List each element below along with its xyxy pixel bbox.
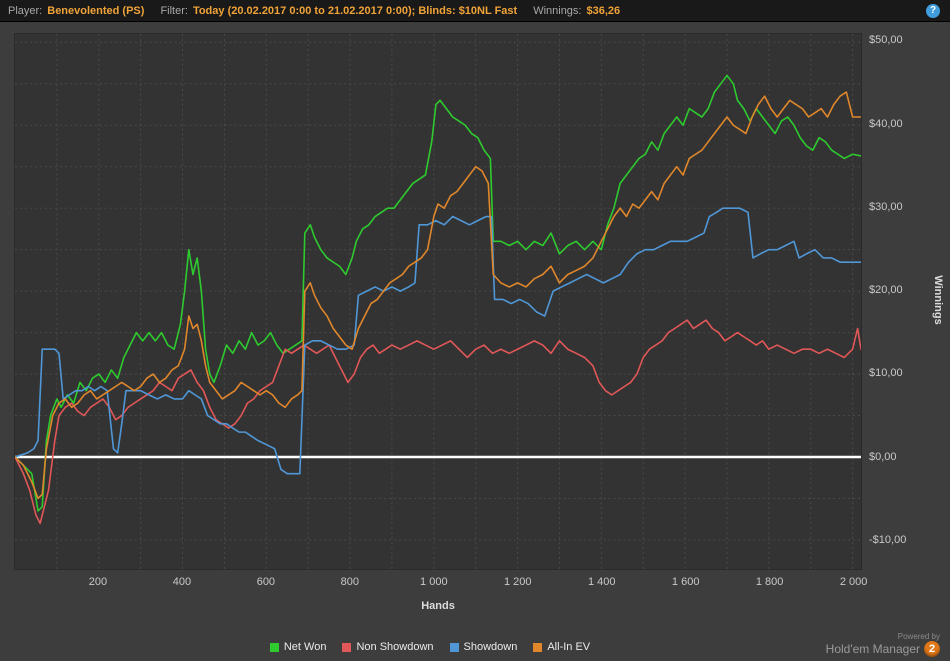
- winnings-label: Winnings:: [533, 4, 582, 17]
- help-icon[interactable]: ?: [926, 4, 940, 18]
- legend: Net Won Non Showdown Showdown All-In EV: [0, 641, 860, 653]
- x-tick-label: 800: [340, 576, 360, 588]
- y-tick-label: $30,00: [869, 200, 903, 213]
- legend-swatch-icon: [533, 642, 543, 652]
- y-tick-label: $40,00: [869, 117, 903, 130]
- x-tick-label: 200: [88, 576, 108, 588]
- winnings-value: $36,26: [586, 4, 621, 17]
- series-line-net-won: [15, 74, 861, 512]
- filter-label: Filter:: [160, 4, 188, 17]
- y-tick-label: $20,00: [869, 284, 903, 297]
- winnings-chart: Winnings Hands Net Won Non Showdown Showdo…: [0, 22, 950, 661]
- y-axis-title: Winnings: [932, 275, 944, 325]
- x-tick-label: 600: [256, 576, 276, 588]
- grid-lines: [15, 34, 861, 569]
- legend-swatch-icon: [269, 642, 279, 652]
- x-tick-label: 1 200: [503, 576, 532, 588]
- filter-bar: Player: Benevolented (PS) Filter: Today …: [0, 0, 950, 22]
- y-tick-label: $50,00: [869, 34, 903, 47]
- legend-swatch-icon: [449, 642, 459, 652]
- series-line-non-showdown: [15, 319, 861, 525]
- legend-label: All-In EV: [547, 641, 591, 653]
- y-tick-label: $10,00: [869, 367, 903, 380]
- x-tick-label: 1 400: [587, 576, 616, 588]
- series-line-all-in-ev: [15, 91, 861, 500]
- hm2-logo-icon: 2: [924, 641, 940, 657]
- legend-label: Non Showdown: [356, 641, 434, 653]
- legend-item-all-in-ev[interactable]: All-In EV: [533, 641, 590, 653]
- x-tick-label: 400: [172, 576, 192, 588]
- legend-item-showdown[interactable]: Showdown: [449, 641, 518, 653]
- legend-swatch-icon: [342, 642, 352, 652]
- legend-item-net-won[interactable]: Net Won: [269, 641, 327, 653]
- legend-label: Net Won: [283, 641, 327, 653]
- branding: Powered by Hold'em Manager 2: [826, 632, 940, 657]
- x-tick-label: 1 600: [671, 576, 700, 588]
- filter-value: Today (20.02.2017 0:00 to 21.02.2017 0:0…: [192, 4, 518, 17]
- x-tick-label: 2 000: [839, 576, 868, 588]
- player-label: Player:: [8, 4, 43, 17]
- y-tick-label: -$10,00: [869, 533, 907, 546]
- x-tick-label: 1 800: [755, 576, 784, 588]
- legend-item-non-showdown[interactable]: Non Showdown: [342, 641, 434, 653]
- x-axis-title: Hands: [421, 600, 455, 612]
- powered-by-label: Powered by: [897, 632, 940, 641]
- brand-name: Hold'em Manager: [825, 642, 920, 656]
- x-tick-label: 1 000: [420, 576, 448, 588]
- legend-label: Showdown: [463, 641, 518, 653]
- plot-area: [14, 33, 862, 570]
- y-tick-label: $0,00: [869, 450, 897, 463]
- player-value: Benevolented (PS): [47, 4, 145, 17]
- series-line-showdown: [15, 207, 861, 475]
